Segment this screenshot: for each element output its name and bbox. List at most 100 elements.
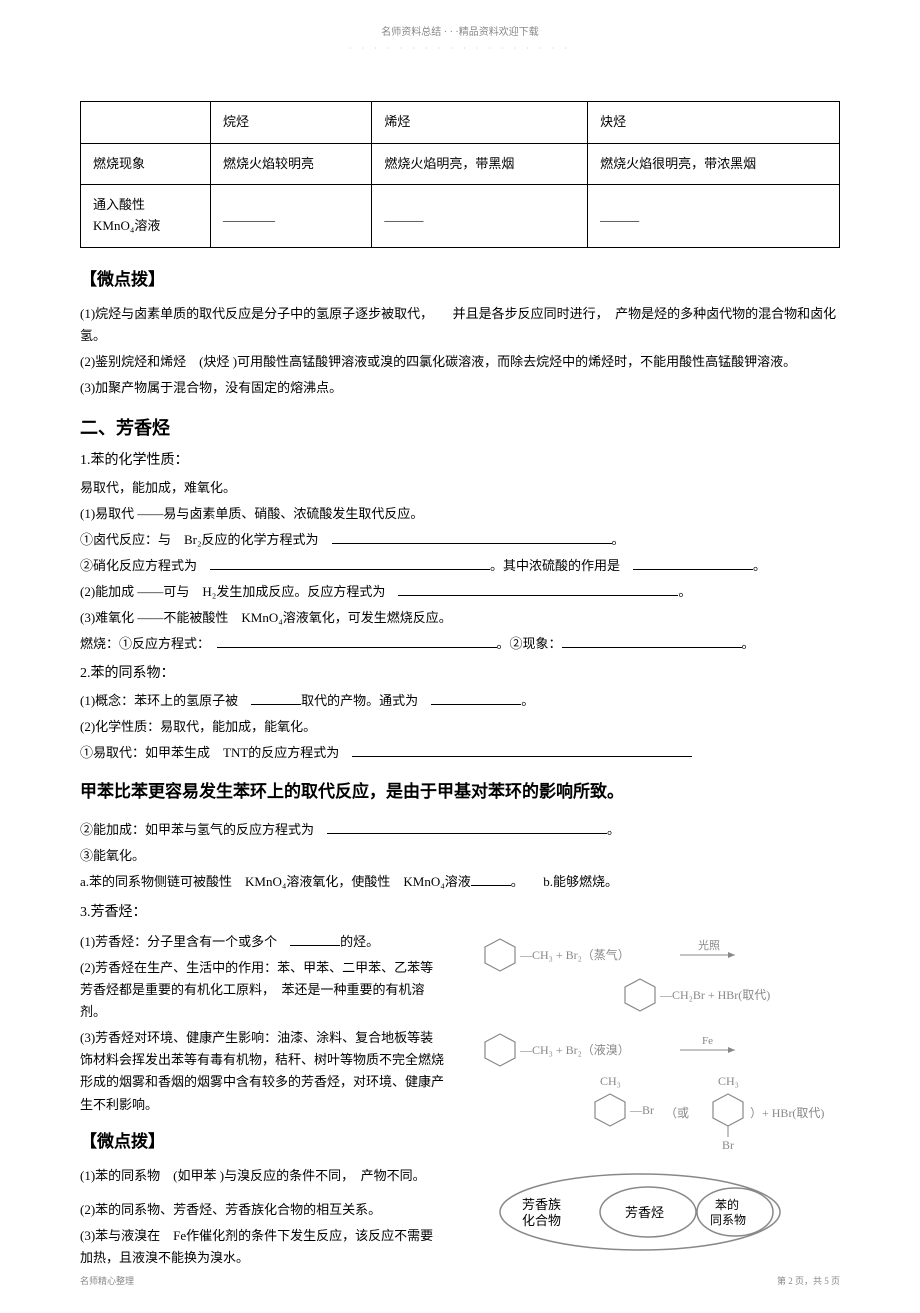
paragraph: (2)化学性质：易取代，能加成，能氧化。 xyxy=(80,716,840,738)
paragraph: 易取代，能加成，难氧化。 xyxy=(80,477,840,499)
svg-text:—CH₃ + Br₂（蒸气）: —CH₃ + Br₂（蒸气） xyxy=(519,947,630,962)
text: 的烃。 xyxy=(340,934,379,949)
blank-line xyxy=(471,885,511,886)
table-cell: ________ xyxy=(211,185,372,248)
text: (2)能加成 ——可与 H₂发生加成反应。反应方程式为 xyxy=(80,584,398,599)
text: (1)芳香烃：分子里含有一个或多个 xyxy=(80,934,290,949)
paragraph: ③能氧化。 xyxy=(80,845,840,867)
two-column-layout: (1)芳香烃：分子里含有一个或多个 的烃。 (2)芳香烃在生产、生活中的作用：苯… xyxy=(80,927,840,1273)
svg-text:CH₃: CH₃ xyxy=(718,1074,739,1088)
table-cell: 烷烃 xyxy=(211,101,372,143)
text: 。 xyxy=(753,558,766,573)
table-row: 烷烃 烯烃 炔烃 xyxy=(81,101,840,143)
paragraph: (3)芳香烃对环境、健康产生影响：油漆、涂料、复合地板等装饰材料会挥发出苯等有毒… xyxy=(80,1027,445,1115)
text: 。 xyxy=(742,636,755,651)
paragraph: (2)鉴别烷烃和烯烃 (炔烃 )可用酸性高锰酸钾溶液或溴的四氯化碳溶液，而除去烷… xyxy=(80,351,840,373)
svg-text:芳香族: 芳香族 xyxy=(522,1197,561,1212)
reaction-diagram: —CH₃ + Br₂（蒸气） 光照 —CH₂Br + HBr(取代) —CH₃ … xyxy=(460,927,840,1257)
blank-line xyxy=(352,756,692,757)
paragraph: (3)难氧化 ——不能被酸性 KMnO₄溶液氧化，可发生燃烧反应。 xyxy=(80,607,840,629)
svg-text:同系物: 同系物 xyxy=(710,1213,746,1227)
svg-text:Br: Br xyxy=(722,1138,734,1152)
text: ①卤代反应：与 Br₂反应的化学方程式为 xyxy=(80,532,332,547)
paragraph: (2)芳香烃在生产、生活中的作用：苯、甲苯、二甲苯、乙苯等芳香烃都是重要的有机化… xyxy=(80,957,445,1023)
table-cell: 燃烧火焰明亮，带黑烟 xyxy=(372,143,588,185)
page-header-title: 名师资料总结 · · ·精品资料欢迎下载 xyxy=(80,25,840,41)
paragraph: (3)加聚产物属于混合物，没有固定的熔沸点。 xyxy=(80,377,840,399)
paragraph: 燃烧：①反应方程式： 。②现象： 。 xyxy=(80,633,840,655)
text: ①易取代：如甲苯生成 TNT的反应方程式为 xyxy=(80,745,352,760)
text: 燃烧：①反应方程式： xyxy=(80,636,217,651)
left-column: (1)芳香烃：分子里含有一个或多个 的烃。 (2)芳香烃在生产、生活中的作用：苯… xyxy=(80,927,445,1273)
svg-text:）+ HBr(取代): ）+ HBr(取代) xyxy=(750,1106,824,1120)
text: 。②现象： xyxy=(497,636,562,651)
svg-text:—Br: —Br xyxy=(629,1103,654,1117)
blank-line xyxy=(290,945,340,946)
text: (1)概念：苯环上的氢原子被 xyxy=(80,693,251,708)
text: 。 b.能够燃烧。 xyxy=(511,874,618,889)
blank-line xyxy=(633,569,753,570)
svg-text:光照: 光照 xyxy=(698,938,720,952)
footer-right: 第 2 页，共 5 页 xyxy=(777,1274,840,1288)
table-cell: 通入酸性 KMnO₄溶液 xyxy=(81,185,211,248)
text: 。 xyxy=(678,584,691,599)
blank-line xyxy=(562,647,742,648)
table-cell: 燃烧现象 xyxy=(81,143,211,185)
paragraph: a.苯的同系物侧链可被酸性 KMnO₄溶液氧化，使酸性 KMnO₄溶液 。 b.能… xyxy=(80,871,840,893)
text: 。 xyxy=(612,532,625,547)
blank-line xyxy=(210,569,490,570)
blank-line xyxy=(398,595,678,596)
text: 。其中浓硫酸的作用是 xyxy=(490,558,633,573)
svg-text:化合物: 化合物 xyxy=(522,1213,561,1228)
svg-text:（或: （或 xyxy=(665,1106,689,1120)
paragraph: (1)烷烃与卤素单质的取代反应是分子中的氢原子逐步被取代， 并且是各步反应同时进… xyxy=(80,303,840,347)
cell-line1: 通入酸性 xyxy=(93,195,198,216)
svg-text:苯的: 苯的 xyxy=(715,1197,739,1212)
text: ②硝化反应方程式为 xyxy=(80,558,210,573)
table-row: 燃烧现象 燃烧火焰较明亮 燃烧火焰明亮，带黑烟 燃烧火焰很明亮，带浓黑烟 xyxy=(81,143,840,185)
paragraph: (1)易取代 ——易与卤素单质、硝酸、浓硫酸发生取代反应。 xyxy=(80,503,840,525)
micro-tip-title-1: 【微点拨】 xyxy=(80,266,840,293)
blank-line xyxy=(431,704,521,705)
table-cell xyxy=(81,101,211,143)
paragraph: (3)苯与液溴在 Fe作催化剂的条件下发生反应，该反应不需要加热，且液溴不能换为… xyxy=(80,1225,445,1269)
blank-line xyxy=(251,704,301,705)
svg-text:—CH₃ + Br₂（液溴）: —CH₃ + Br₂（液溴） xyxy=(519,1042,630,1057)
text: 。 xyxy=(607,822,620,837)
paragraph: ②能加成：如甲苯与氢气的反应方程式为 。 xyxy=(80,819,840,841)
blank-line xyxy=(327,833,607,834)
table-cell: ______ xyxy=(588,185,840,248)
svg-text:—CH₂Br + HBr(取代): —CH₂Br + HBr(取代) xyxy=(659,988,770,1002)
page-header-dots: · · · · · · · · · · · · · · · · · · xyxy=(80,43,840,56)
table-cell: 燃烧火焰较明亮 xyxy=(211,143,372,185)
hydrocarbon-table: 烷烃 烯烃 炔烃 燃烧现象 燃烧火焰较明亮 燃烧火焰明亮，带黑烟 燃烧火焰很明亮… xyxy=(80,101,840,248)
text: ②能加成：如甲苯与氢气的反应方程式为 xyxy=(80,822,327,837)
table-cell: 燃烧火焰很明亮，带浓黑烟 xyxy=(588,143,840,185)
table-cell: 烯烃 xyxy=(372,101,588,143)
svg-text:Fe: Fe xyxy=(702,1035,713,1047)
page-footer: 名师精心整理 第 2 页，共 5 页 xyxy=(0,1274,920,1288)
svg-text:CH₃: CH₃ xyxy=(600,1074,621,1088)
table-row: 通入酸性 KMnO₄溶液 ________ ______ ______ xyxy=(81,185,840,248)
blank-line xyxy=(332,543,612,544)
highlight-statement: 甲苯比苯更容易发生苯环上的取代反应，是由于甲基对苯环的影响所致。 xyxy=(80,778,840,805)
paragraph: (1)概念：苯环上的氢原子被 取代的产物。通式为 。 xyxy=(80,690,840,712)
paragraph: (2)能加成 ——可与 H₂发生加成反应。反应方程式为 。 xyxy=(80,581,840,603)
subsection-title: 1.苯的化学性质： xyxy=(80,450,840,472)
text: 。 xyxy=(521,693,534,708)
subsection-title: 3.芳香烃： xyxy=(80,902,840,924)
subsection-title: 2.苯的同系物： xyxy=(80,663,840,685)
svg-text:芳香烃: 芳香烃 xyxy=(625,1205,664,1220)
paragraph: (1)苯的同系物 (如甲苯 )与溴反应的条件不同， 产物不同。 xyxy=(80,1165,445,1187)
cell-line2: KMnO₄溶液 xyxy=(93,216,198,237)
paragraph: (1)芳香烃：分子里含有一个或多个 的烃。 xyxy=(80,931,445,953)
table-cell: 炔烃 xyxy=(588,101,840,143)
text: a.苯的同系物侧链可被酸性 KMnO₄溶液氧化，使酸性 KMnO₄溶液 xyxy=(80,874,471,889)
right-column-diagram: —CH₃ + Br₂（蒸气） 光照 —CH₂Br + HBr(取代) —CH₃ … xyxy=(460,927,840,1264)
table-cell: ______ xyxy=(372,185,588,248)
paragraph: ①易取代：如甲苯生成 TNT的反应方程式为 xyxy=(80,742,840,764)
paragraph: ②硝化反应方程式为 。其中浓硫酸的作用是 。 xyxy=(80,555,840,577)
footer-left: 名师精心整理 xyxy=(80,1274,134,1288)
micro-tip-title-2: 【微点拨】 xyxy=(80,1128,445,1155)
paragraph: (2)苯的同系物、芳香烃、芳香族化合物的相互关系。 xyxy=(80,1199,445,1221)
